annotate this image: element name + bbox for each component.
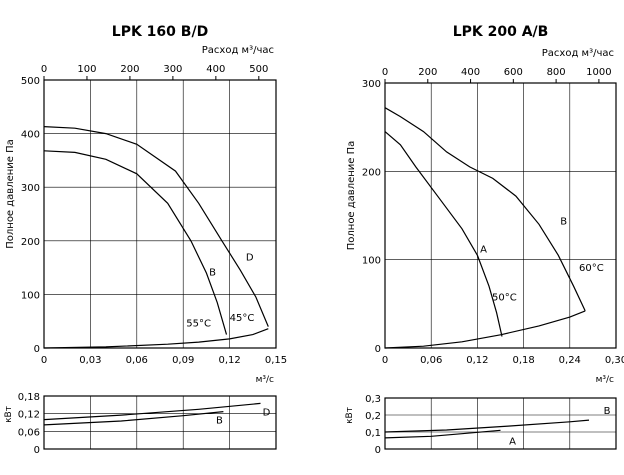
chart-lpk-160: LPK 160 B/D Расход м³/час 0 100 200 300 400 500… [4, 24, 287, 456]
top-tick-label: 300 [163, 64, 182, 75]
x-tick-label: 0,24 [559, 355, 581, 366]
top-tick-label: 200 [120, 64, 139, 75]
power-y-tick-label: 0 [34, 445, 40, 456]
power-series-label: B [604, 406, 611, 417]
y-axis-label: Полное давление Па [346, 141, 357, 251]
curve-annotation: 45°C [230, 313, 255, 324]
system-curve [384, 310, 586, 349]
curve-annotation: 60°C [579, 263, 604, 274]
x-axis-label: м³/с [596, 375, 614, 385]
x-tick-label: 0 [41, 355, 47, 366]
top-axis-label: Расход м³/час [202, 45, 274, 56]
power-y-tick-label: 0,18 [18, 392, 40, 403]
power-series-label: D [263, 407, 271, 418]
x-tick-label: 0,03 [79, 355, 101, 366]
power-y-tick-label: 0,1 [365, 428, 381, 439]
curve-annotation: 50°C [492, 292, 517, 303]
chart-lpk-200: LPK 200 A/B Расход м³/час 0 200 400 600 800 100… [345, 24, 624, 456]
y-tick-label: 500 [21, 76, 40, 87]
y-tick-label: 100 [21, 290, 40, 301]
plot-frame [43, 79, 277, 349]
power-y-tick-label: 0,12 [18, 410, 40, 421]
power-curve-a [384, 429, 501, 439]
power-plot-frame [384, 397, 617, 450]
x-tick-label: 0,15 [265, 355, 287, 366]
x-tick-label: 0,12 [218, 355, 240, 366]
top-tick-label: 100 [77, 64, 96, 75]
x-tick-label: 0,09 [172, 355, 194, 366]
curve-annotation: A [480, 245, 487, 256]
power-y-tick-label: 0,06 [18, 427, 40, 438]
y-tick-label: 300 [362, 79, 381, 90]
curve-annotation: B [209, 268, 216, 279]
power-y-tick-label: 0 [375, 445, 381, 456]
x-tick-label: 0,18 [512, 355, 534, 366]
y-axis-label: Полное давление Па [5, 139, 16, 249]
y-tick-label: 100 [362, 256, 381, 267]
top-tick-label: 500 [249, 64, 268, 75]
top-tick-label: 0 [41, 64, 47, 75]
chart-title: LPK 160 B/D [112, 24, 208, 40]
top-tick-label: 400 [206, 64, 225, 75]
y-tick-label: 400 [21, 130, 40, 141]
system-curve [43, 328, 269, 349]
top-tick-label: 600 [504, 67, 523, 78]
y-tick-label: 200 [21, 237, 40, 248]
x-tick-label: 0,06 [420, 355, 442, 366]
power-curve-b [384, 419, 590, 433]
curve-a [384, 131, 503, 337]
y-tick-label: 300 [21, 183, 40, 194]
x-tick-label: 0 [382, 355, 388, 366]
top-tick-label: 800 [547, 67, 566, 78]
curve-b [384, 107, 586, 312]
top-tick-label: 200 [418, 67, 437, 78]
top-axis-label: Расход м³/час [542, 48, 614, 59]
power-curve-d [43, 402, 261, 421]
curve-annotation: D [246, 253, 254, 264]
power-y-axis-label: кВт [345, 407, 355, 424]
top-tick-label: 400 [461, 67, 480, 78]
power-y-tick-label: 0,2 [365, 411, 381, 422]
curve-b [43, 150, 228, 335]
x-axis-label: м³/с [256, 375, 274, 385]
y-tick-label: 0 [34, 344, 40, 355]
curve-annotation: 55°C [186, 319, 211, 330]
power-plot-frame [43, 395, 277, 450]
top-tick-label: 0 [382, 67, 388, 78]
top-tick-label: 1000 [586, 67, 611, 78]
power-y-axis-label: кВт [4, 406, 14, 423]
x-tick-label: 0,12 [466, 355, 488, 366]
x-tick-label: 0,06 [126, 355, 148, 366]
x-tick-label: 0,30 [605, 355, 624, 366]
curve-d [43, 126, 269, 327]
power-series-label: A [509, 436, 516, 447]
plot-frame [384, 82, 617, 349]
curve-annotation: B [560, 216, 567, 227]
y-tick-label: 0 [375, 344, 381, 355]
power-y-tick-label: 0,3 [365, 394, 381, 405]
y-tick-label: 200 [362, 167, 381, 178]
chart-title: LPK 200 A/B [453, 24, 549, 40]
power-series-label: B [216, 416, 223, 427]
power-curve-b [43, 411, 224, 426]
